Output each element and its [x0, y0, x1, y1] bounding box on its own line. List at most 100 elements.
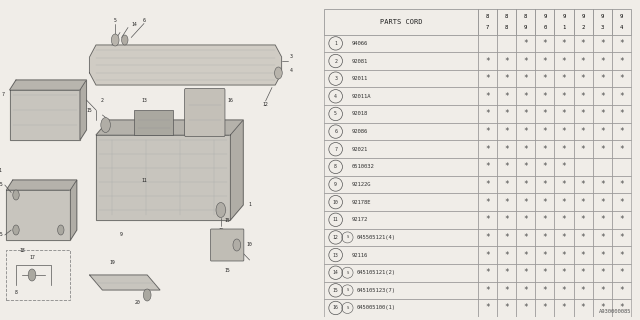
- Text: *: *: [562, 303, 566, 312]
- Text: 1: 1: [334, 41, 337, 46]
- Bar: [573, 10, 593, 35]
- Polygon shape: [6, 180, 77, 190]
- Bar: [324, 299, 478, 317]
- Text: *: *: [485, 127, 490, 136]
- Bar: [593, 193, 612, 211]
- Bar: [516, 228, 535, 246]
- Text: *: *: [581, 92, 586, 101]
- Text: *: *: [524, 286, 528, 295]
- Circle shape: [28, 269, 36, 281]
- Text: 045005100(1): 045005100(1): [356, 306, 396, 310]
- Text: *: *: [581, 180, 586, 189]
- Bar: [477, 211, 497, 228]
- Text: 92122G: 92122G: [351, 182, 371, 187]
- Text: A930000085: A930000085: [598, 309, 631, 314]
- Bar: [612, 105, 631, 123]
- Circle shape: [111, 34, 119, 46]
- Polygon shape: [10, 90, 80, 140]
- Text: *: *: [562, 145, 566, 154]
- Bar: [477, 282, 497, 299]
- Text: *: *: [600, 233, 605, 242]
- Bar: [497, 228, 516, 246]
- Text: *: *: [581, 109, 586, 118]
- Text: 3: 3: [601, 25, 604, 30]
- Bar: [477, 35, 497, 52]
- Polygon shape: [80, 80, 86, 140]
- Bar: [477, 105, 497, 123]
- Text: *: *: [600, 198, 605, 207]
- Text: 92011: 92011: [351, 76, 368, 81]
- Text: *: *: [562, 92, 566, 101]
- Text: *: *: [562, 57, 566, 66]
- Text: 045505121(4): 045505121(4): [356, 235, 396, 240]
- Text: 8: 8: [505, 14, 508, 20]
- Text: *: *: [562, 268, 566, 277]
- Polygon shape: [96, 135, 230, 220]
- Text: *: *: [504, 145, 509, 154]
- Text: *: *: [619, 268, 624, 277]
- Text: *: *: [543, 286, 547, 295]
- Bar: [554, 299, 573, 317]
- Text: 16: 16: [333, 306, 339, 310]
- Bar: [554, 158, 573, 176]
- Polygon shape: [70, 180, 77, 240]
- Text: 5: 5: [334, 111, 337, 116]
- Bar: [593, 52, 612, 70]
- Bar: [612, 35, 631, 52]
- Text: *: *: [504, 180, 509, 189]
- Bar: [535, 193, 554, 211]
- Text: *: *: [504, 92, 509, 101]
- Text: *: *: [581, 233, 586, 242]
- Text: *: *: [543, 268, 547, 277]
- Bar: [477, 70, 497, 87]
- Text: *: *: [543, 109, 547, 118]
- Text: *: *: [619, 109, 624, 118]
- Text: 11: 11: [333, 217, 339, 222]
- Bar: [516, 10, 535, 35]
- Bar: [593, 211, 612, 228]
- Text: 9: 9: [601, 14, 604, 20]
- Bar: [535, 176, 554, 193]
- Text: *: *: [485, 215, 490, 224]
- Text: *: *: [562, 109, 566, 118]
- Text: *: *: [524, 74, 528, 83]
- Text: *: *: [619, 127, 624, 136]
- Polygon shape: [96, 120, 243, 135]
- Text: *: *: [562, 127, 566, 136]
- Bar: [612, 176, 631, 193]
- Circle shape: [122, 35, 128, 45]
- Bar: [497, 246, 516, 264]
- Bar: [324, 123, 478, 140]
- Bar: [516, 246, 535, 264]
- Bar: [535, 158, 554, 176]
- Text: *: *: [524, 57, 528, 66]
- Text: *: *: [543, 198, 547, 207]
- Bar: [612, 264, 631, 282]
- Bar: [573, 193, 593, 211]
- Bar: [324, 282, 478, 299]
- Text: *: *: [524, 162, 528, 172]
- Text: *: *: [600, 286, 605, 295]
- Circle shape: [233, 239, 241, 251]
- Bar: [324, 35, 478, 52]
- Bar: [535, 282, 554, 299]
- Bar: [593, 35, 612, 52]
- Bar: [535, 10, 554, 35]
- Text: *: *: [485, 233, 490, 242]
- Text: 1: 1: [563, 25, 566, 30]
- Text: S: S: [346, 236, 349, 239]
- Text: *: *: [524, 251, 528, 260]
- Bar: [535, 299, 554, 317]
- Bar: [593, 123, 612, 140]
- FancyBboxPatch shape: [185, 89, 225, 137]
- Bar: [593, 105, 612, 123]
- Text: *: *: [543, 162, 547, 172]
- Text: *: *: [485, 92, 490, 101]
- Bar: [324, 264, 478, 282]
- Bar: [6, 250, 70, 300]
- Bar: [497, 10, 516, 35]
- Text: *: *: [562, 215, 566, 224]
- Bar: [612, 246, 631, 264]
- Text: 3: 3: [334, 76, 337, 81]
- Text: *: *: [524, 127, 528, 136]
